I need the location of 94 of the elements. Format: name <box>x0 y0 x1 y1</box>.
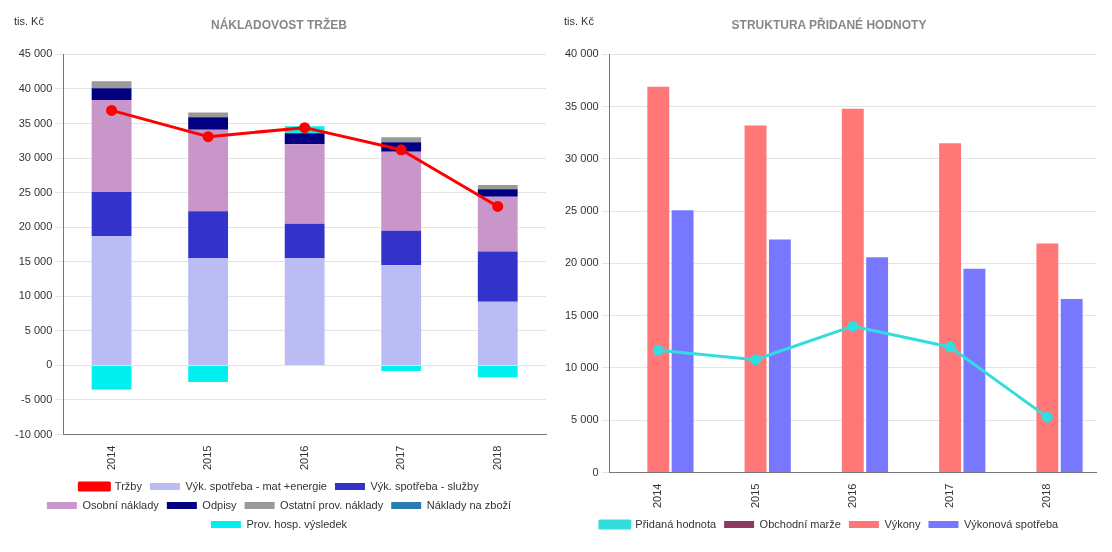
x-tick-label: 2015 <box>748 483 761 509</box>
bar <box>91 81 132 89</box>
x-tick-label: 2017 <box>394 445 407 471</box>
point <box>106 104 118 116</box>
bar <box>91 100 132 192</box>
legend-label: Výkonová spotřeba <box>963 517 1060 530</box>
y-tick-label: 10 000 <box>18 289 53 302</box>
y-tick-label: 25 000 <box>564 204 599 217</box>
y-tick-label: 0 <box>592 465 599 478</box>
bar <box>284 223 325 259</box>
bar <box>91 365 132 390</box>
bar <box>188 211 229 259</box>
bar <box>188 365 229 382</box>
x-tick-label: 2014 <box>651 483 664 509</box>
point <box>944 341 956 353</box>
y-tick-label: 45 000 <box>18 47 53 60</box>
y-axis-title: tis. Kč <box>564 14 595 27</box>
chart-title: STRUKTURA PŘIDANÉ HODNOTY <box>731 16 927 32</box>
point <box>492 200 504 212</box>
y-tick-label: 5 000 <box>571 413 599 426</box>
legend-label: Výk. spotřeba - mat +energie <box>185 479 327 492</box>
legend-label: Přidaná hodnota <box>635 517 717 530</box>
bar <box>188 258 229 365</box>
y-tick-label: 30 000 <box>564 151 599 164</box>
bar <box>477 301 518 365</box>
bar <box>939 143 962 473</box>
point <box>652 344 664 356</box>
bar <box>477 196 518 252</box>
bar <box>381 151 422 231</box>
x-tick-label: 2016 <box>297 445 310 471</box>
bar <box>91 191 132 237</box>
y-tick-label: -10 000 <box>15 427 53 440</box>
bar <box>1036 243 1059 473</box>
bar <box>647 86 670 473</box>
bar <box>91 236 132 365</box>
legend-label: Ostatní prov. náklady <box>280 498 384 511</box>
point <box>202 131 214 143</box>
bar <box>768 239 791 473</box>
point <box>395 144 407 156</box>
y-tick-label: 10 000 <box>564 361 599 374</box>
y-tick-label: 40 000 <box>18 81 53 94</box>
y-axis-title: tis. Kč <box>14 14 45 27</box>
point <box>299 122 311 134</box>
x-tick-label: 2016 <box>845 483 858 509</box>
y-tick-label: -5 000 <box>21 393 53 405</box>
bar <box>381 230 422 266</box>
x-tick-label: 2015 <box>201 445 214 471</box>
legend-label: Výkony <box>884 517 921 530</box>
bar <box>91 88 132 101</box>
y-tick-label: 15 000 <box>564 308 599 321</box>
y-tick-label: 20 000 <box>18 220 53 233</box>
bar <box>477 189 518 197</box>
legend-label: Tržby <box>114 479 143 492</box>
legend-label: Osobní náklady <box>82 498 160 511</box>
bar <box>671 210 694 473</box>
bar <box>188 117 229 130</box>
y-tick-label: 35 000 <box>18 116 53 129</box>
y-tick-label: 35 000 <box>564 99 599 112</box>
bar <box>188 112 229 118</box>
point <box>750 354 762 366</box>
bar <box>477 185 518 190</box>
y-tick-label: 0 <box>46 358 53 371</box>
y-tick-label: 5 000 <box>24 323 53 336</box>
bar <box>477 251 518 302</box>
x-tick-label: 2018 <box>1040 483 1053 509</box>
y-tick-label: 25 000 <box>18 185 53 198</box>
point <box>847 320 859 332</box>
legend-label: Odpisy <box>202 498 238 511</box>
legend-label: Obchodní marže <box>759 517 841 530</box>
bar <box>1060 299 1083 473</box>
y-tick-label: 30 000 <box>18 151 53 164</box>
legend-label: Prov. hosp. výsledek <box>246 517 348 530</box>
bar <box>188 129 229 212</box>
chart-title: NÁKLADOVOST TRŽEB <box>211 16 348 32</box>
bar <box>381 265 422 365</box>
point <box>1041 411 1053 423</box>
bar <box>744 125 767 473</box>
bar <box>963 268 986 473</box>
bar <box>381 137 422 143</box>
x-tick-label: 2018 <box>490 445 503 471</box>
y-tick-label: 20 000 <box>564 256 599 269</box>
x-tick-label: 2014 <box>104 445 117 471</box>
bar <box>841 108 864 473</box>
legend-label: Výk. spotřeba - služby <box>370 479 480 492</box>
y-tick-label: 40 000 <box>564 47 599 60</box>
bar <box>284 133 325 145</box>
bar <box>477 365 518 378</box>
x-tick-label: 2017 <box>943 483 956 509</box>
y-tick-label: 15 000 <box>18 254 53 267</box>
bar <box>866 257 889 473</box>
legend-label: Náklady na zboží <box>426 498 512 511</box>
bar <box>284 258 325 365</box>
bar <box>284 144 325 224</box>
bar <box>381 365 422 371</box>
